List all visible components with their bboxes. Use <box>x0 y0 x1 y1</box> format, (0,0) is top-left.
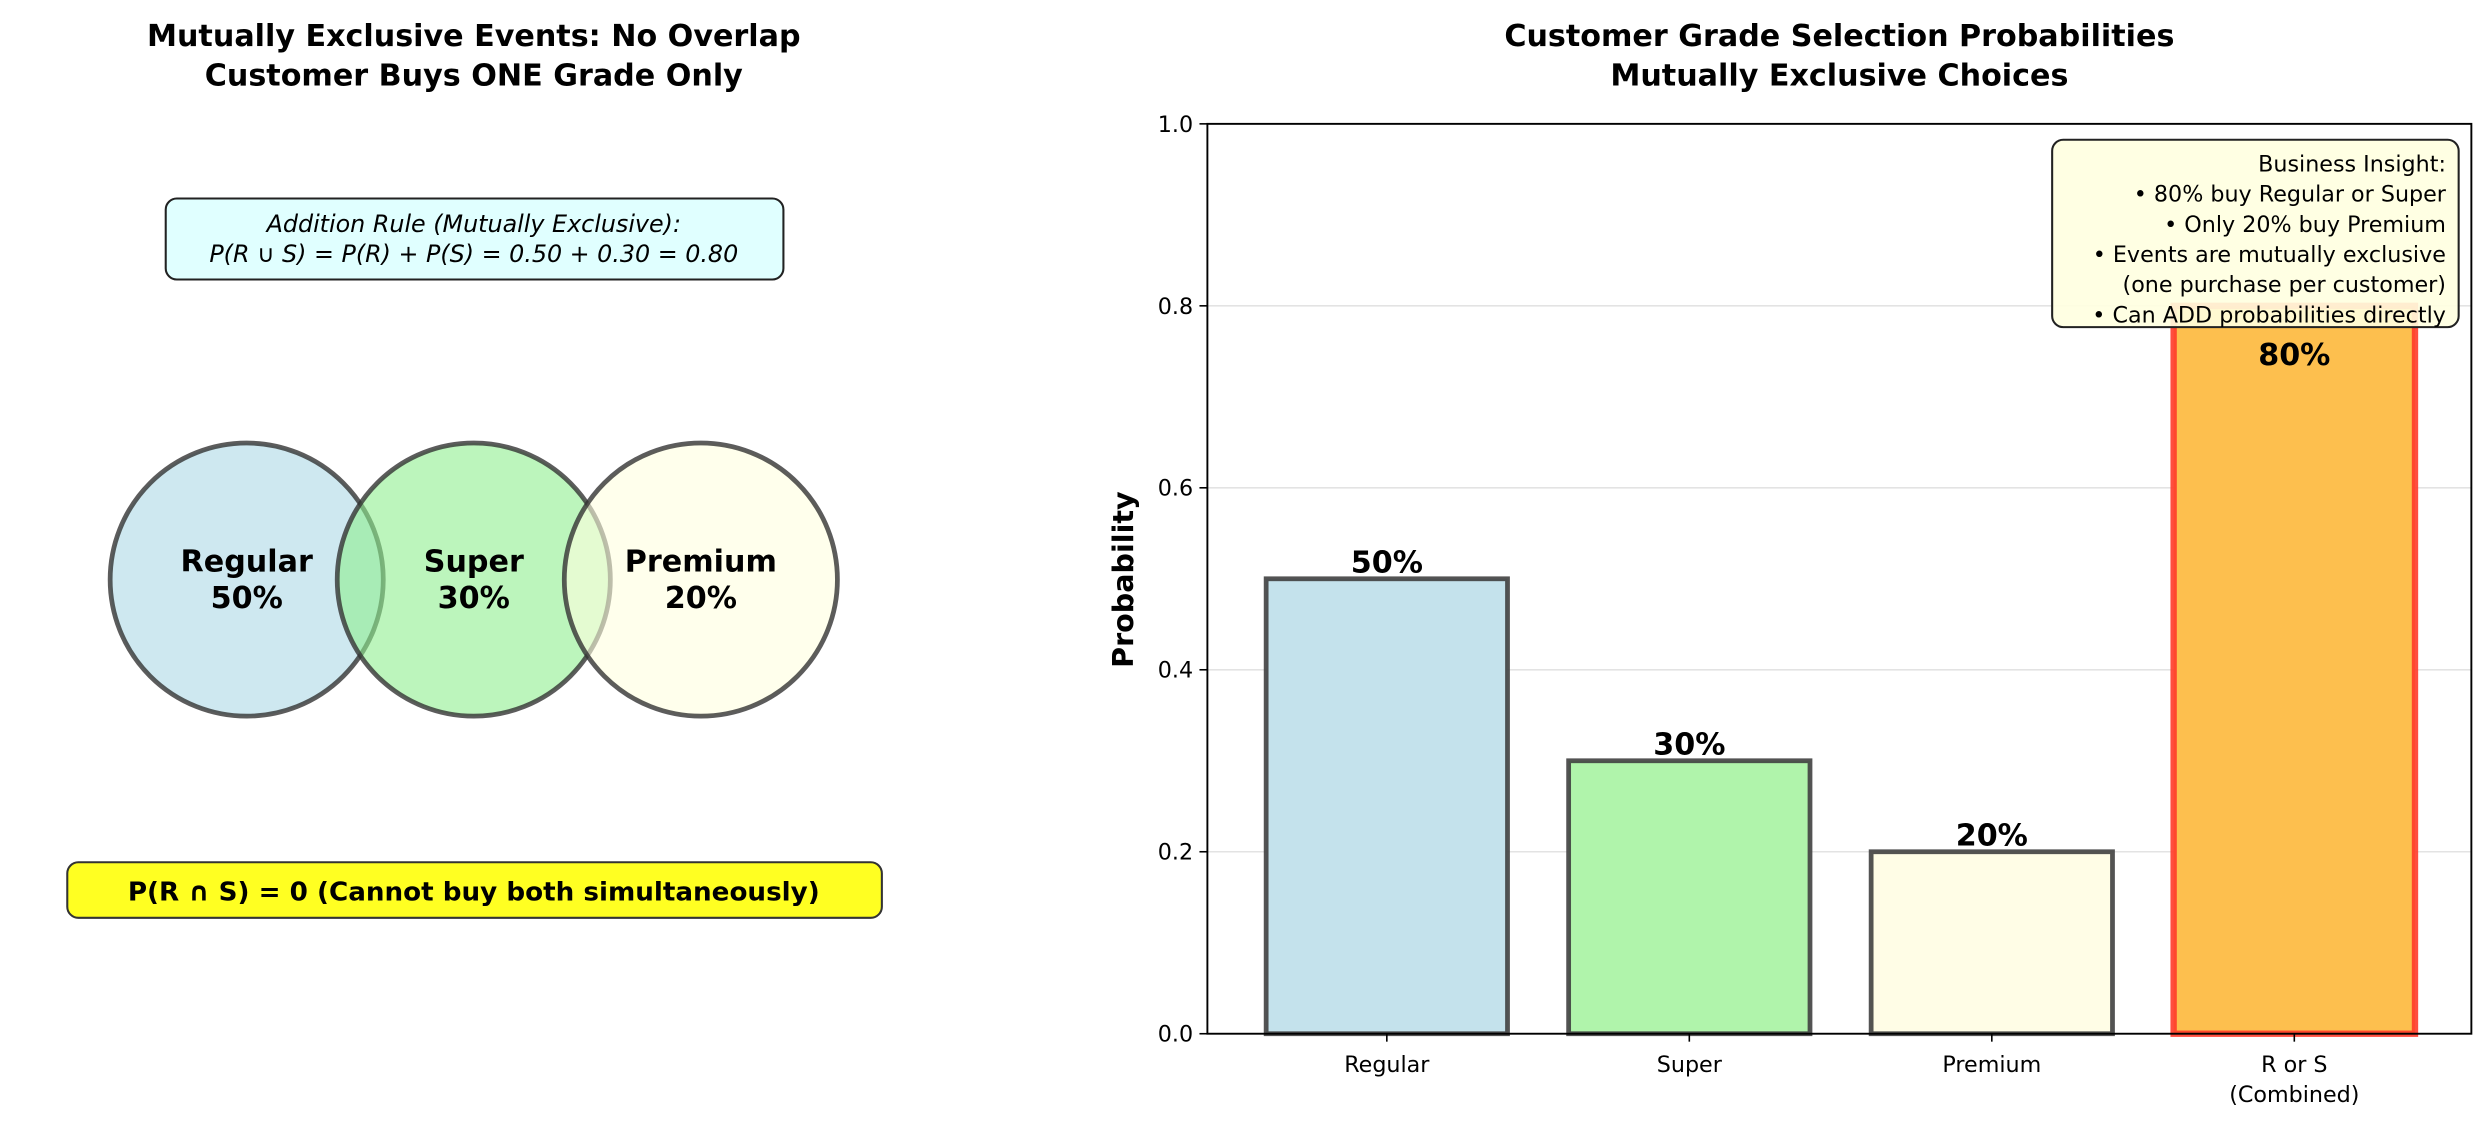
y-tick-label: 0.4 <box>1158 658 1193 684</box>
bar-value-label: 30% <box>1653 727 1725 762</box>
bar-regular <box>1263 576 1510 1037</box>
insight-line: (one purchase per customer) <box>2123 272 2446 298</box>
insight-line: • Only 20% buy Premium <box>2164 212 2446 238</box>
venn-pct-regular: 50% <box>211 581 283 616</box>
venn-circle-premium <box>561 440 840 719</box>
bar-chart: Customer Grade Selection Probabilities M… <box>1106 19 2473 1108</box>
x-tick-label: R or S <box>2261 1052 2327 1078</box>
insight-line: • Events are mutually exclusive <box>2093 242 2446 268</box>
venn-label-regular: Regular <box>181 545 313 580</box>
left-title-line1: Mutually Exclusive Events: No Overlap <box>147 19 801 54</box>
insight-line: • 80% buy Regular or Super <box>2134 182 2447 208</box>
left-title-line2: Customer Buys ONE Grade Only <box>205 59 743 94</box>
y-tick-label: 1.0 <box>1158 112 1193 138</box>
addition-rule-box <box>164 197 785 281</box>
chart-subtitle: Mutually Exclusive Choices <box>1610 59 2068 94</box>
bar-super <box>1566 758 1813 1037</box>
bar-value-label: 80% <box>2258 338 2330 373</box>
insight-line: Business Insight: <box>2258 151 2446 177</box>
x-tick-sublabel: (Combined) <box>2229 1082 2359 1108</box>
intersection-note: P(R ∩ S) = 0 (Cannot buy both simultaneo… <box>128 877 820 907</box>
y-tick-label: 0.6 <box>1158 476 1193 502</box>
intersection-note-box <box>66 861 883 919</box>
venn-pct-super: 30% <box>438 581 510 616</box>
business-insight-box: Business Insight: • 80% buy Regular or Su… <box>2051 138 2460 329</box>
venn-label-super: Super <box>424 545 524 580</box>
y-axis-label: Probability <box>1106 491 1140 668</box>
venn-label-premium: Premium <box>625 545 777 580</box>
addition-rule-line2: P(R ∪ S) = P(R) + P(S) = 0.50 + 0.30 = 0… <box>209 240 738 268</box>
bar-r-or-s <box>2170 302 2419 1037</box>
venn-pct-premium: 20% <box>665 581 737 616</box>
bar-value-label: 20% <box>1956 818 2028 853</box>
insight-box-frame <box>2051 138 2460 329</box>
y-tick-label: 0.0 <box>1158 1022 1193 1048</box>
x-tick-label: Regular <box>1344 1052 1430 1078</box>
chart-title: Customer Grade Selection Probabilities <box>1504 19 2174 54</box>
left-panel: Mutually Exclusive Events: No Overlap Cu… <box>66 19 883 919</box>
addition-rule-line1: Addition Rule (Mutually Exclusive): <box>265 210 681 238</box>
x-tick-label: Super <box>1657 1052 1723 1078</box>
plot-frame <box>1206 122 2473 1035</box>
y-tick-label: 0.8 <box>1158 294 1193 320</box>
bar-value-label: 50% <box>1351 545 1423 580</box>
x-tick-label: Premium <box>1942 1052 2041 1078</box>
bar-premium <box>1868 849 2115 1037</box>
insight-line: • Can ADD probabilities directly <box>2092 302 2446 328</box>
y-tick-label: 0.2 <box>1158 840 1193 866</box>
